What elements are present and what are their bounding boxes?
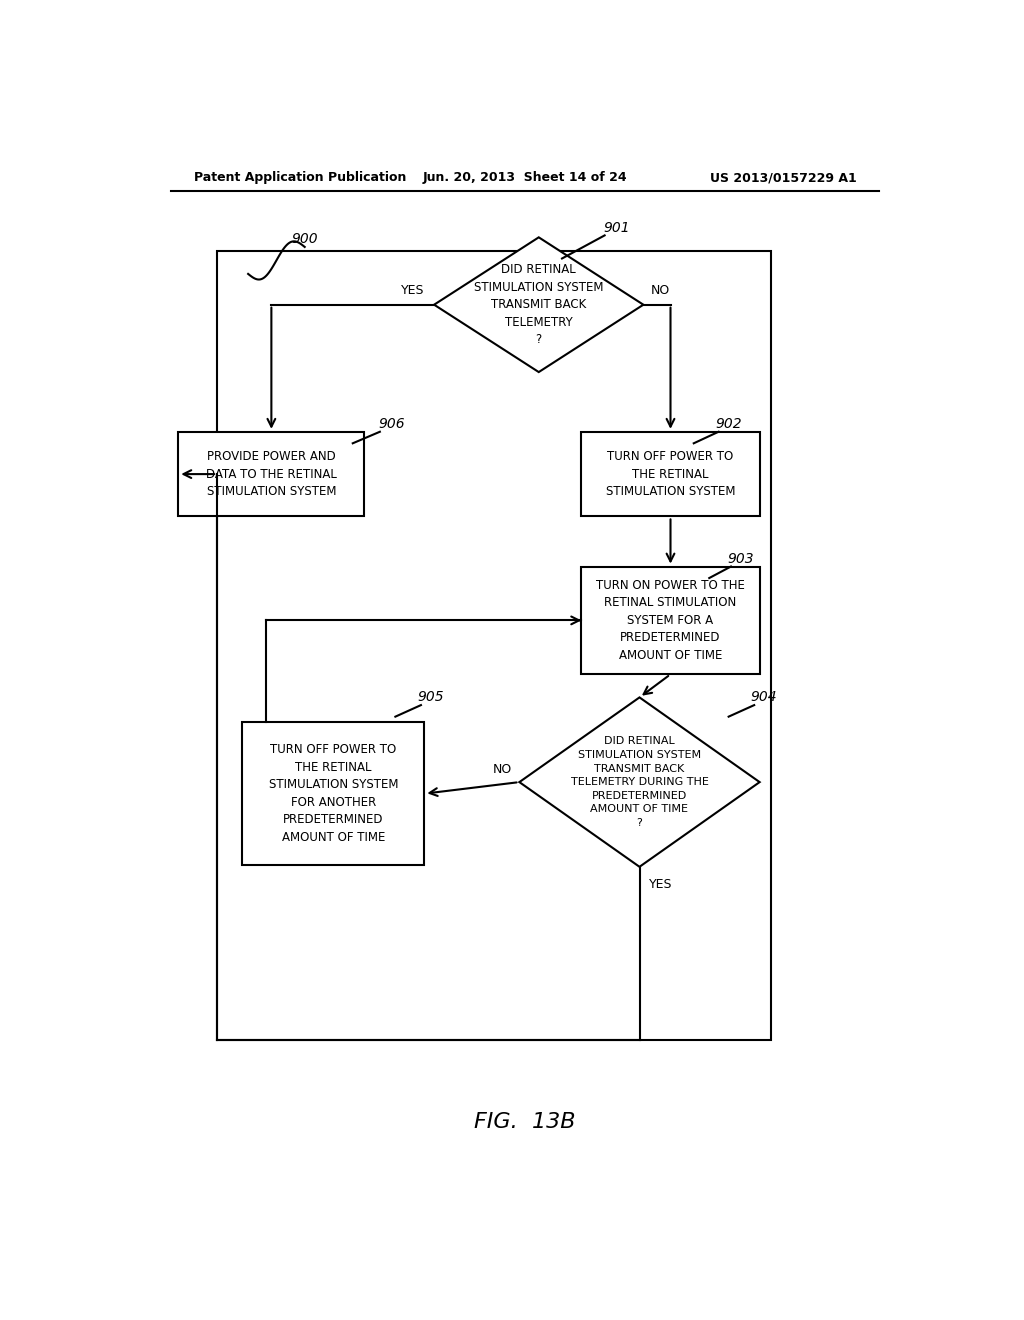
Bar <box>582 566 760 675</box>
Text: TURN OFF POWER TO
THE RETINAL
STIMULATION SYSTEM
FOR ANOTHER
PREDETERMINED
AMOUN: TURN OFF POWER TO THE RETINAL STIMULATIO… <box>268 743 398 843</box>
Bar <box>582 432 760 516</box>
Text: 900: 900 <box>292 232 318 247</box>
Text: 902: 902 <box>716 417 742 432</box>
Text: Jun. 20, 2013  Sheet 14 of 24: Jun. 20, 2013 Sheet 14 of 24 <box>423 172 627 185</box>
Polygon shape <box>434 238 643 372</box>
Text: US 2013/0157229 A1: US 2013/0157229 A1 <box>710 172 856 185</box>
Text: YES: YES <box>649 878 673 891</box>
Text: TURN OFF POWER TO
THE RETINAL
STIMULATION SYSTEM: TURN OFF POWER TO THE RETINAL STIMULATIO… <box>606 450 735 498</box>
Text: 903: 903 <box>727 552 754 566</box>
Polygon shape <box>519 697 760 867</box>
Text: DID RETINAL
STIMULATION SYSTEM
TRANSMIT BACK
TELEMETRY
?: DID RETINAL STIMULATION SYSTEM TRANSMIT … <box>474 263 603 346</box>
Text: 904: 904 <box>751 690 777 705</box>
Text: TURN ON POWER TO THE
RETINAL STIMULATION
SYSTEM FOR A
PREDETERMINED
AMOUNT OF TI: TURN ON POWER TO THE RETINAL STIMULATION… <box>596 579 744 661</box>
Text: NO: NO <box>651 284 671 297</box>
Text: 906: 906 <box>378 417 404 432</box>
Text: 905: 905 <box>417 690 443 705</box>
Text: NO: NO <box>493 763 512 776</box>
Text: YES: YES <box>401 284 425 297</box>
Text: Patent Application Publication: Patent Application Publication <box>194 172 407 185</box>
Bar <box>217 251 771 1040</box>
Bar <box>178 432 365 516</box>
Text: PROVIDE POWER AND
DATA TO THE RETINAL
STIMULATION SYSTEM: PROVIDE POWER AND DATA TO THE RETINAL ST… <box>206 450 337 498</box>
Text: 901: 901 <box>603 220 630 235</box>
Text: FIG.  13B: FIG. 13B <box>474 1113 575 1133</box>
Text: DID RETINAL
STIMULATION SYSTEM
TRANSMIT BACK
TELEMETRY DURING THE
PREDETERMINED
: DID RETINAL STIMULATION SYSTEM TRANSMIT … <box>570 737 709 828</box>
Bar <box>243 722 424 865</box>
